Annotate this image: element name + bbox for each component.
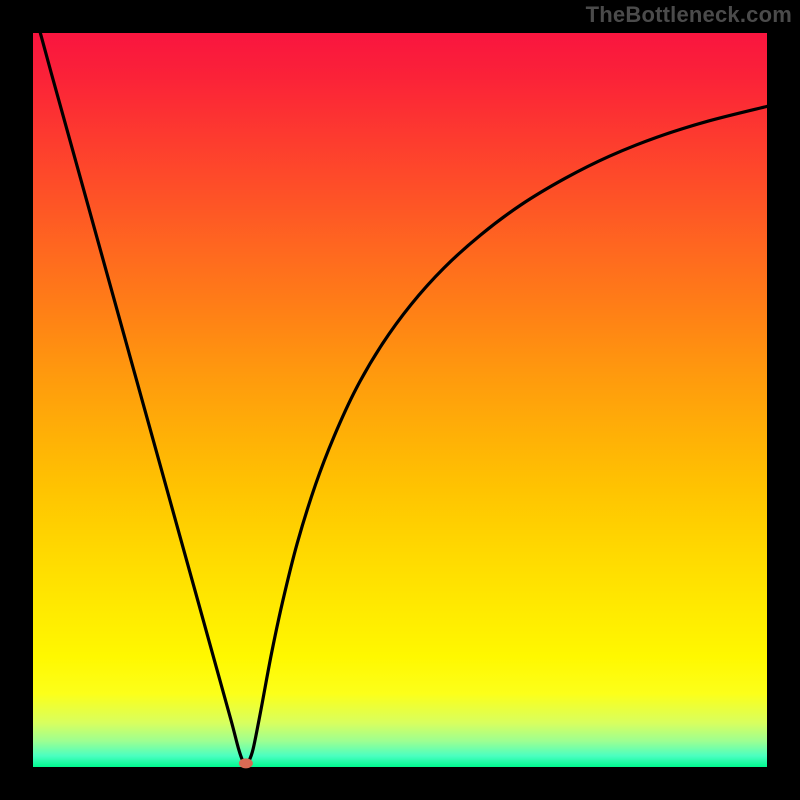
bottleneck-plot (0, 0, 800, 800)
watermark-text: TheBottleneck.com (586, 2, 792, 28)
chart-container: TheBottleneck.com (0, 0, 800, 800)
minimum-marker (239, 758, 253, 768)
